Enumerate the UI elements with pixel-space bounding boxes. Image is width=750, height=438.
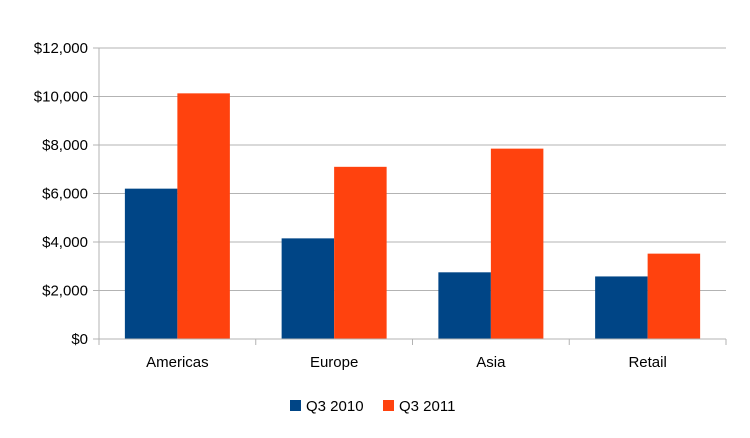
y-tick-label: $8,000 — [42, 137, 88, 154]
x-category-label: Retail — [628, 354, 666, 371]
bar-q3-2011-asia — [490, 148, 544, 339]
bar-q3-2011-europe — [334, 166, 387, 339]
legend-swatch — [383, 400, 394, 411]
bar-q3-2011-americas — [177, 93, 230, 339]
bar-q3-2011-retail — [647, 253, 701, 339]
x-category-labels: Americas Europe Asia Retail — [146, 354, 667, 371]
y-tick-label: $6,000 — [42, 186, 88, 203]
y-tick-label: $12,000 — [34, 40, 88, 57]
legend-label: Q3 2011 — [399, 398, 455, 415]
bar-q3-2010-europe — [281, 238, 335, 339]
y-tick-label: $10,000 — [34, 89, 88, 106]
bar-q3-2010-retail — [595, 276, 648, 339]
y-tick-label: $4,000 — [42, 234, 88, 251]
axes — [93, 48, 727, 345]
x-category-label: Asia — [476, 354, 506, 371]
legend: Q3 2010 Q3 2011 — [290, 398, 455, 415]
bars — [124, 93, 701, 339]
x-category-label: Europe — [310, 354, 358, 371]
y-tick-labels: $0 $2,000 $4,000 $6,000 $8,000 $10,000 $12,000 — [34, 40, 88, 348]
y-tick-label: $2,000 — [42, 283, 88, 300]
y-tick-label: $0 — [71, 331, 88, 348]
legend-label: Q3 2010 — [306, 398, 364, 415]
bar-q3-2010-americas — [124, 188, 178, 339]
x-category-label: Americas — [146, 354, 209, 371]
legend-swatch — [290, 400, 301, 411]
bar-q3-2010-asia — [438, 272, 491, 339]
